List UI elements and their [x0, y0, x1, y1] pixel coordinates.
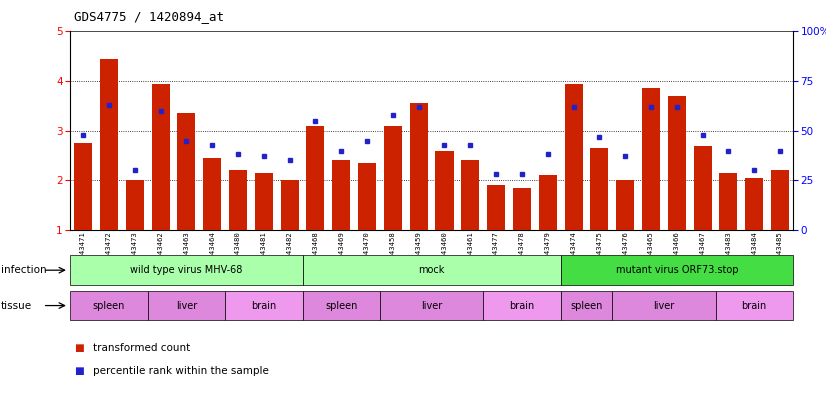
Bar [358, 163, 376, 230]
Text: spleen: spleen [93, 301, 125, 310]
Text: percentile rank within the sample: percentile rank within the sample [93, 366, 268, 376]
Bar [564, 84, 582, 230]
Bar [384, 126, 402, 230]
Bar [667, 96, 686, 230]
Bar [591, 148, 609, 230]
Bar [126, 180, 144, 230]
Bar [771, 171, 789, 230]
Text: transformed count: transformed count [93, 343, 190, 353]
Bar [745, 178, 763, 230]
Text: liver: liver [176, 301, 197, 310]
Bar [410, 103, 428, 230]
Text: ■: ■ [74, 366, 84, 376]
Text: wild type virus MHV-68: wild type virus MHV-68 [131, 265, 243, 275]
Text: liver: liver [421, 301, 442, 310]
Bar [487, 185, 506, 230]
Text: mock: mock [419, 265, 444, 275]
Bar [74, 143, 93, 230]
Bar [435, 151, 453, 230]
Bar [178, 113, 196, 230]
Text: spleen: spleen [570, 301, 603, 310]
Bar [694, 145, 712, 230]
Text: GDS4775 / 1420894_at: GDS4775 / 1420894_at [74, 10, 225, 23]
Bar [281, 180, 299, 230]
Bar [203, 158, 221, 230]
Bar [254, 173, 273, 230]
Text: brain: brain [251, 301, 277, 310]
Text: spleen: spleen [325, 301, 358, 310]
Bar [151, 84, 169, 230]
Bar [100, 59, 118, 230]
Bar [332, 160, 350, 230]
Bar [719, 173, 738, 230]
Bar [306, 126, 325, 230]
Text: liver: liver [653, 301, 675, 310]
Bar [539, 175, 557, 230]
Text: brain: brain [742, 301, 767, 310]
Bar [461, 160, 479, 230]
Text: brain: brain [510, 301, 534, 310]
Bar [229, 171, 247, 230]
Text: tissue: tissue [1, 301, 32, 310]
Text: ■: ■ [74, 343, 84, 353]
Text: infection: infection [1, 265, 46, 275]
Bar [616, 180, 634, 230]
Bar [513, 188, 531, 230]
Text: mutant virus ORF73.stop: mutant virus ORF73.stop [615, 265, 738, 275]
Bar [642, 88, 660, 230]
